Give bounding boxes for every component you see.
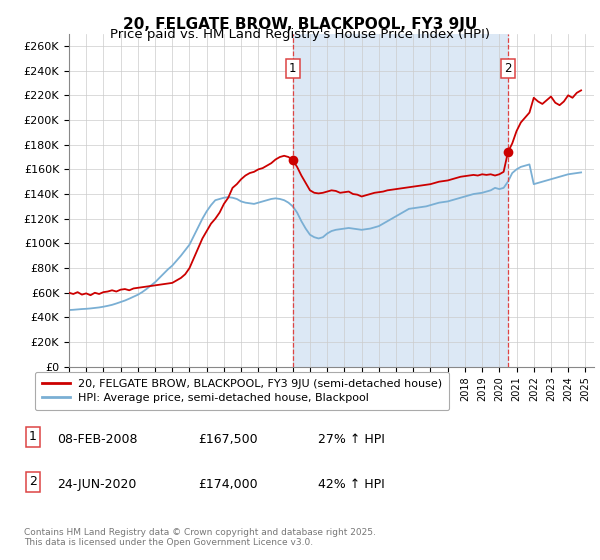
Text: 2: 2 [504, 62, 512, 75]
Text: 1: 1 [29, 430, 37, 444]
Legend: 20, FELGATE BROW, BLACKPOOL, FY3 9JU (semi-detached house), HPI: Average price, : 20, FELGATE BROW, BLACKPOOL, FY3 9JU (se… [35, 372, 449, 410]
Text: 2: 2 [29, 475, 37, 488]
Text: £174,000: £174,000 [198, 478, 257, 491]
Text: 42% ↑ HPI: 42% ↑ HPI [318, 478, 385, 491]
Text: 24-JUN-2020: 24-JUN-2020 [57, 478, 136, 491]
Text: 27% ↑ HPI: 27% ↑ HPI [318, 433, 385, 446]
Text: 1: 1 [289, 62, 296, 75]
Text: Price paid vs. HM Land Registry's House Price Index (HPI): Price paid vs. HM Land Registry's House … [110, 28, 490, 41]
Text: 20, FELGATE BROW, BLACKPOOL, FY3 9JU: 20, FELGATE BROW, BLACKPOOL, FY3 9JU [123, 17, 477, 32]
Text: 08-FEB-2008: 08-FEB-2008 [57, 433, 137, 446]
Bar [293, 34, 508, 367]
Text: £167,500: £167,500 [198, 433, 257, 446]
Text: Contains HM Land Registry data © Crown copyright and database right 2025.
This d: Contains HM Land Registry data © Crown c… [24, 528, 376, 547]
